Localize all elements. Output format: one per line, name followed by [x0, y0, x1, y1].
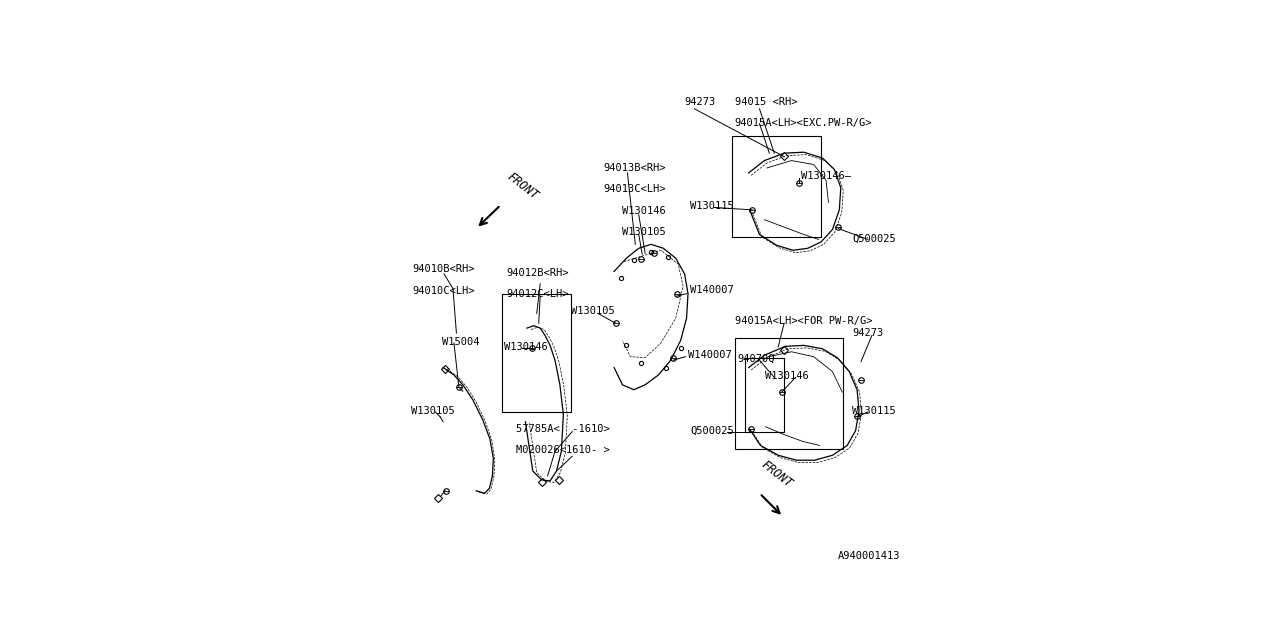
Bar: [502, 294, 571, 412]
Text: 94012B<RH>: 94012B<RH>: [506, 268, 568, 278]
Text: 94013B<RH>: 94013B<RH>: [603, 163, 666, 173]
Text: Q500025: Q500025: [852, 234, 896, 243]
Text: 94070Q: 94070Q: [737, 354, 774, 364]
Text: 94010B<RH>: 94010B<RH>: [412, 264, 475, 274]
Text: 94273: 94273: [852, 328, 883, 338]
Text: Q500025: Q500025: [690, 426, 735, 436]
Text: W130115: W130115: [852, 406, 896, 416]
Bar: [745, 358, 785, 431]
Text: FRONT: FRONT: [504, 170, 540, 202]
Text: W130115: W130115: [690, 201, 735, 211]
Text: W140007: W140007: [689, 350, 732, 360]
Text: W130146: W130146: [504, 342, 548, 352]
Text: M020026<1610- >: M020026<1610- >: [516, 445, 609, 455]
Text: W130146: W130146: [622, 206, 666, 216]
Text: W130146: W130146: [765, 371, 809, 381]
Text: FRONT: FRONT: [759, 459, 795, 491]
Text: 57785A<  -1610>: 57785A< -1610>: [516, 424, 609, 434]
Text: 94015A<LH><EXC.PW-R/G>: 94015A<LH><EXC.PW-R/G>: [735, 118, 873, 127]
Text: 94273: 94273: [685, 97, 716, 108]
Text: 94012C<LH>: 94012C<LH>: [506, 289, 568, 299]
Text: W140007: W140007: [690, 285, 733, 294]
Text: 94013C<LH>: 94013C<LH>: [603, 184, 666, 194]
Text: A940001413: A940001413: [837, 551, 900, 561]
Bar: [735, 338, 844, 449]
Text: 94015A<LH><FOR PW-R/G>: 94015A<LH><FOR PW-R/G>: [735, 316, 873, 326]
Text: W15004: W15004: [442, 337, 479, 347]
Text: W130105: W130105: [622, 227, 666, 237]
Bar: [732, 136, 820, 237]
Text: W130146—: W130146—: [801, 172, 851, 181]
Text: W130105: W130105: [571, 306, 614, 316]
Text: W130105: W130105: [411, 406, 454, 416]
Text: 94010C<LH>: 94010C<LH>: [412, 286, 475, 296]
Text: 94015 <RH>: 94015 <RH>: [735, 97, 797, 108]
